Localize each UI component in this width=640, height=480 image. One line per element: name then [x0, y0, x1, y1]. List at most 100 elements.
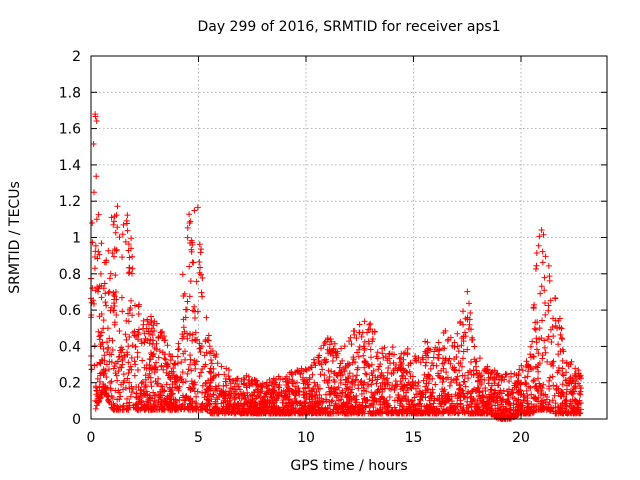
data-point [218, 400, 225, 407]
data-point [545, 401, 552, 408]
data-point [289, 388, 296, 395]
data-point [355, 385, 362, 392]
data-point [266, 376, 273, 383]
data-point [350, 328, 357, 335]
data-point [335, 384, 342, 391]
y-tick-label: 0.2 [59, 376, 81, 392]
data-point [414, 410, 421, 417]
data-point [535, 406, 542, 413]
data-point [97, 360, 104, 367]
data-point [296, 410, 303, 417]
data-point [400, 392, 407, 399]
data-point [106, 275, 113, 282]
data-point [208, 360, 215, 367]
data-point [118, 381, 125, 388]
data-point [331, 390, 338, 397]
data-point [163, 381, 170, 388]
data-point [431, 406, 438, 413]
data-point [489, 368, 496, 375]
data-point [172, 360, 179, 367]
data-point [337, 409, 344, 416]
data-point [91, 265, 98, 272]
data-point [530, 304, 537, 311]
data-point [90, 189, 97, 196]
data-point [133, 401, 140, 408]
data-point [310, 356, 317, 363]
data-point [549, 397, 556, 404]
data-point [499, 374, 506, 381]
data-point [366, 321, 373, 328]
data-point [419, 389, 426, 396]
data-point [205, 397, 212, 404]
data-point [511, 380, 518, 387]
data-point [100, 380, 107, 387]
data-point [124, 227, 131, 234]
data-point [424, 339, 431, 346]
data-point [171, 372, 178, 379]
data-point [138, 380, 145, 387]
data-point [556, 315, 563, 322]
data-point [189, 331, 196, 338]
data-point [435, 351, 442, 358]
data-point [529, 338, 536, 345]
data-point [404, 351, 411, 358]
data-point [283, 402, 290, 409]
data-point [372, 407, 379, 414]
data-point [314, 354, 321, 361]
data-point [206, 343, 213, 350]
data-point [108, 378, 115, 385]
data-point [113, 212, 120, 219]
data-point [541, 300, 548, 307]
data-point [108, 359, 115, 366]
data-point [457, 318, 464, 325]
data-point [487, 405, 494, 412]
data-point [303, 390, 310, 397]
data-point [197, 349, 204, 356]
data-point [550, 362, 557, 369]
data-point [461, 378, 468, 385]
data-point [522, 380, 529, 387]
data-point [204, 393, 211, 400]
data-point [123, 400, 130, 407]
data-point [97, 372, 104, 379]
data-point [385, 364, 392, 371]
data-point [330, 352, 337, 359]
data-point [430, 354, 437, 361]
data-point [320, 398, 327, 405]
data-point [329, 358, 336, 365]
data-point [122, 331, 129, 338]
data-point [439, 375, 446, 382]
data-point [126, 379, 133, 386]
data-point [530, 378, 537, 385]
data-point [249, 392, 256, 399]
data-point [142, 335, 149, 342]
data-point [320, 342, 327, 349]
data-point [305, 403, 312, 410]
data-point [541, 274, 548, 281]
data-point [438, 403, 445, 410]
data-point [283, 382, 290, 389]
data-point [135, 311, 142, 318]
data-point [389, 409, 396, 416]
data-point [353, 372, 360, 379]
data-point [97, 332, 104, 339]
data-point [546, 377, 553, 384]
data-point [524, 400, 531, 407]
axis-ticks [90, 55, 607, 420]
data-point [458, 342, 465, 349]
data-point [135, 303, 142, 310]
data-point [127, 363, 134, 370]
data-point [362, 402, 369, 409]
data-point [379, 350, 386, 357]
data-point [298, 406, 305, 413]
data-point [442, 399, 449, 406]
data-point [390, 359, 397, 366]
data-point [258, 405, 265, 412]
data-point [497, 395, 504, 402]
data-point [223, 365, 230, 372]
data-point [321, 372, 328, 379]
data-point [180, 406, 187, 413]
data-point [565, 410, 572, 417]
data-point [471, 397, 478, 404]
data-point [188, 403, 195, 410]
